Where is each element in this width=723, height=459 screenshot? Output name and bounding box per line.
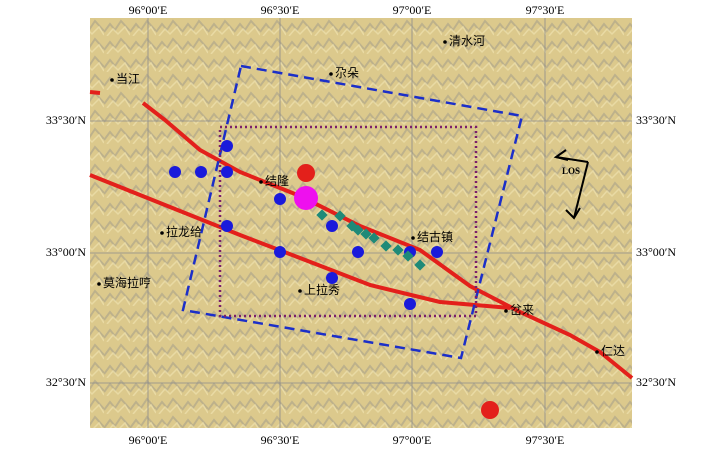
red-event — [297, 164, 315, 182]
longitude-label: 96°00′E — [129, 3, 168, 17]
los-arrow — [553, 149, 589, 220]
faults — [89, 90, 634, 380]
station — [326, 220, 338, 232]
longitude-label: 97°30′E — [526, 3, 565, 17]
place-point — [160, 231, 164, 235]
latitude-label: 33°30′N — [46, 113, 86, 127]
station — [221, 220, 233, 232]
place-label: 当江 — [116, 72, 140, 86]
aftershock — [380, 240, 392, 252]
longitude-label: 97°00′E — [393, 433, 432, 447]
station — [274, 246, 286, 258]
place-point — [110, 78, 114, 82]
station — [274, 193, 286, 205]
aftershock — [334, 210, 346, 222]
stations — [169, 140, 443, 310]
latitude-label: 33°00′N — [636, 245, 676, 259]
place-point — [504, 309, 508, 313]
latitude-label: 32°30′N — [636, 375, 676, 389]
place-label: 尕朵 — [335, 66, 359, 80]
aftershock — [402, 250, 414, 262]
aftershock — [352, 224, 364, 236]
place-label: 清水河 — [449, 34, 485, 48]
red-event — [481, 401, 499, 419]
place-point — [411, 236, 415, 240]
station — [326, 272, 338, 284]
aftershocks — [316, 209, 426, 271]
place-label: 上拉秀 — [304, 282, 340, 297]
latitude-label: 32°30′N — [46, 375, 86, 389]
magenta-event — [294, 186, 318, 210]
place-label: 拉龙给 — [166, 224, 202, 239]
place-label: 仁达 — [601, 344, 625, 358]
place-point — [595, 350, 599, 354]
aftershock — [316, 209, 328, 221]
study-area — [218, 125, 478, 318]
longitude-label: 97°00′E — [393, 3, 432, 17]
place-label: 结隆 — [265, 173, 289, 188]
place-label: 莫海拉哼 — [103, 275, 151, 290]
aftershock — [368, 232, 380, 244]
aftershock — [360, 228, 372, 240]
aftershock — [392, 244, 404, 256]
station — [169, 166, 181, 178]
station — [221, 166, 233, 178]
station — [404, 298, 416, 310]
station — [195, 166, 207, 178]
latitude-label: 33°00′N — [46, 245, 86, 259]
labels: 96°00′E 96°00′E 96°30′E 96°30′E 97°00′E 97°00… — [46, 3, 677, 447]
place-point — [298, 289, 302, 293]
longitude-label: 96°30′E — [261, 3, 300, 17]
los-label: LOS — [562, 166, 580, 176]
latitude-label: 33°30′N — [636, 113, 676, 127]
longitude-label: 96°30′E — [261, 433, 300, 447]
longitude-label: 96°00′E — [129, 433, 168, 447]
place-label: 结古镇 — [417, 229, 453, 244]
place-point — [97, 282, 101, 286]
station — [352, 246, 364, 258]
sar-frame — [181, 64, 524, 360]
aftershock — [414, 259, 426, 271]
place-point — [443, 40, 447, 44]
longitude-label: 97°30′E — [526, 433, 565, 447]
station — [431, 246, 443, 258]
place-point — [259, 180, 263, 184]
station — [221, 140, 233, 152]
place-label: 岔来 — [510, 303, 534, 317]
place-point — [329, 72, 333, 76]
terrain-background — [90, 18, 632, 428]
